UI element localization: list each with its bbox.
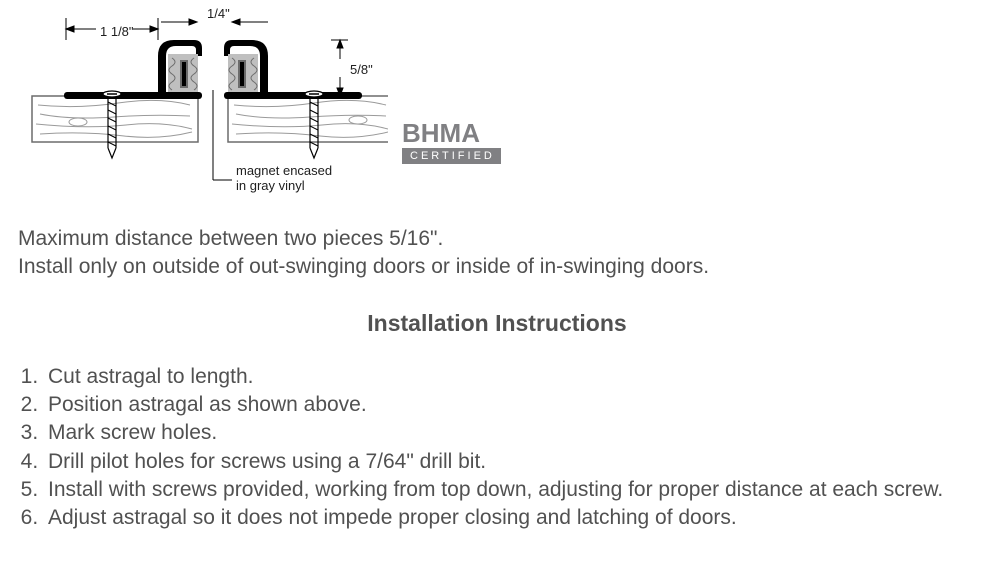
dim-right-label: 5/8" — [350, 62, 373, 77]
bhma-cert-text: CERTIFIED — [402, 148, 501, 164]
dim-left-label: 1 1/8" — [100, 24, 134, 39]
intro-line1: Maximum distance between two pieces 5/16… — [18, 225, 976, 253]
step-item: Position astragal as shown above. — [44, 391, 976, 419]
magnet-callout: magnet encased in gray vinyl — [236, 164, 332, 194]
bhma-text: BHMA — [402, 120, 501, 146]
bhma-badge: BHMA CERTIFIED — [402, 120, 501, 164]
intro-text: Maximum distance between two pieces 5/16… — [18, 225, 976, 282]
step-item: Adjust astragal so it does not impede pr… — [44, 504, 976, 532]
diagram-svg — [18, 10, 388, 185]
callout-line2: in gray vinyl — [236, 178, 305, 193]
product-diagram: 1 1/8" 1/4" 5/8" magnet encased in gray … — [18, 10, 388, 185]
section-heading: Installation Instructions — [18, 310, 976, 337]
step-item: Mark screw holes. — [44, 419, 976, 447]
callout-line1: magnet encased — [236, 163, 332, 178]
steps-list: Cut astragal to length. Position astraga… — [18, 363, 976, 533]
step-item: Drill pilot holes for screws using a 7/6… — [44, 448, 976, 476]
intro-line2: Install only on outside of out-swinging … — [18, 253, 976, 281]
step-item: Cut astragal to length. — [44, 363, 976, 391]
step-item: Install with screws provided, working fr… — [44, 476, 976, 504]
top-area: 1 1/8" 1/4" 5/8" magnet encased in gray … — [18, 10, 976, 185]
dim-top-label: 1/4" — [207, 6, 230, 21]
